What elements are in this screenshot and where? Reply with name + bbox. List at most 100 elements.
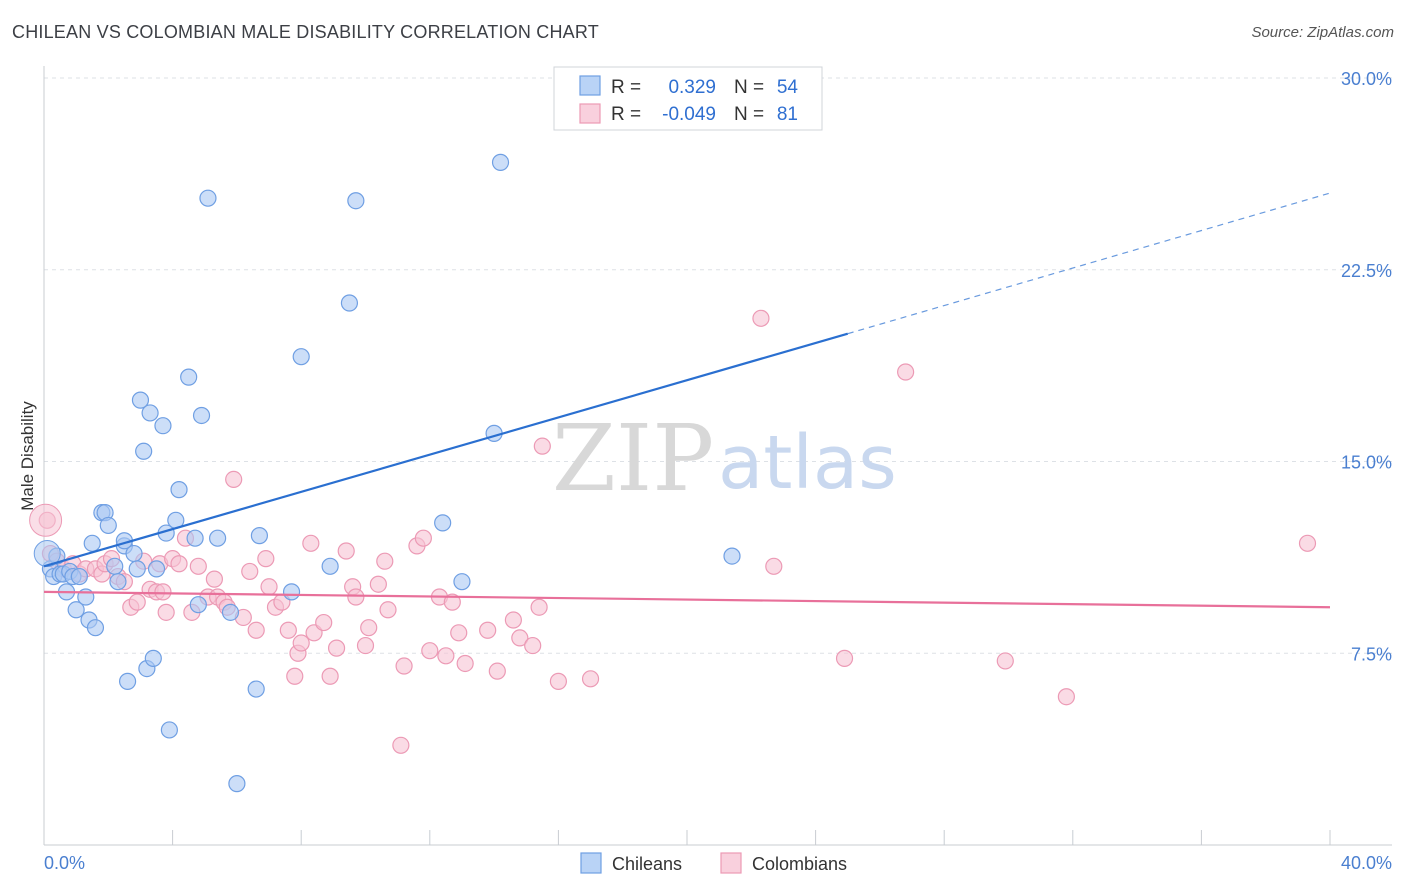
axes xyxy=(43,66,1392,846)
chileans-point-large xyxy=(33,540,61,568)
chileans-point xyxy=(131,391,150,409)
colombians-point xyxy=(549,672,568,690)
chileans-point xyxy=(109,573,127,591)
colombians-point xyxy=(488,662,506,680)
colombians-trend-line xyxy=(43,590,1331,609)
x-tick-label-max: 40.0% xyxy=(1341,853,1392,873)
watermark-atlas: atlas xyxy=(718,420,897,506)
colombians-point xyxy=(450,624,468,642)
y-tick-labels: 7.5% 15.0% 22.5% 30.0% xyxy=(1341,69,1392,664)
grid-lines xyxy=(44,77,1392,654)
legend-swatch-colombians xyxy=(579,103,601,124)
colombians-point xyxy=(395,657,413,675)
colombians-point xyxy=(835,649,854,667)
chileans-point xyxy=(189,596,207,614)
chileans-point xyxy=(128,560,146,578)
legend-r-value-2: -0.049 xyxy=(662,104,716,125)
chileans-point xyxy=(70,567,88,586)
chileans-point xyxy=(292,348,310,366)
colombians-point xyxy=(1298,534,1317,552)
chileans-point xyxy=(250,527,269,545)
chileans-point xyxy=(247,680,265,698)
colombians-point xyxy=(205,570,223,588)
chileans-point xyxy=(154,417,172,435)
colombians-point xyxy=(360,619,378,637)
colombians-point xyxy=(752,309,770,327)
colombians-point xyxy=(315,613,333,632)
colombians-point xyxy=(379,601,397,619)
chileans-point xyxy=(228,775,246,793)
y-tick-label: 22.5% xyxy=(1341,261,1392,281)
colombians-point xyxy=(421,642,439,660)
colombians-point xyxy=(356,636,375,655)
source-label: Source: ZipAtlas.com xyxy=(1251,24,1394,41)
chileans-point xyxy=(186,529,204,547)
chileans-point xyxy=(434,514,452,532)
series-legend-label-colombians: Colombians xyxy=(752,854,847,874)
colombians-point xyxy=(170,555,188,573)
series-legend-swatch-colombians xyxy=(720,852,742,874)
colombians-point xyxy=(443,593,461,611)
chileans-point xyxy=(209,529,227,547)
chileans-point xyxy=(347,192,365,210)
colombians-point xyxy=(524,636,542,655)
colombians-point xyxy=(479,621,497,639)
series-legend-label-chileans: Chileans xyxy=(612,854,682,874)
y-tick-label: 7.5% xyxy=(1351,644,1392,664)
colombians-point xyxy=(128,593,146,611)
series-legend-swatch-chileans xyxy=(580,852,602,874)
colombians-point xyxy=(286,667,304,685)
colombians-point xyxy=(302,534,320,552)
trend-lines xyxy=(43,192,1331,609)
colombians-point xyxy=(456,654,474,673)
legend-r-value-1: 0.329 xyxy=(668,77,716,98)
y-tick-label: 15.0% xyxy=(1341,453,1392,473)
legend-n-label-2: N = xyxy=(734,104,764,125)
chart-title: CHILEAN VS COLOMBIAN MALE DISABILITY COR… xyxy=(12,22,599,42)
colombians-point xyxy=(292,634,310,652)
colombians-point xyxy=(369,575,387,593)
chileans-point xyxy=(221,603,240,621)
colombians-point xyxy=(376,552,394,570)
y-axis-title: Male Disability xyxy=(18,401,37,511)
colombians-point xyxy=(327,639,346,657)
colombians-point xyxy=(765,557,783,575)
colombians-point xyxy=(511,629,529,647)
watermark: ZIP atlas xyxy=(552,405,897,512)
chileans-point xyxy=(160,721,178,739)
colombians-point xyxy=(189,557,207,575)
colombians-point xyxy=(437,647,455,665)
colombians-point xyxy=(260,578,278,596)
chileans-point xyxy=(192,406,211,425)
chileans-point xyxy=(321,557,339,575)
chileans-point xyxy=(180,368,198,386)
colombians-point xyxy=(504,611,522,629)
legend-r-label-1: R = xyxy=(611,77,641,98)
chileans-point xyxy=(99,516,117,535)
chileans-point xyxy=(282,583,301,601)
chileans-point xyxy=(147,560,166,578)
colombians-point xyxy=(530,598,548,616)
legend-n-value-2: 81 xyxy=(777,104,798,125)
chileans-point xyxy=(106,557,124,575)
colombians-point xyxy=(157,603,175,621)
chileans-point xyxy=(86,619,105,637)
chileans-point xyxy=(170,481,188,499)
colombians-point xyxy=(257,550,275,568)
x-tick-label-min: 0.0% xyxy=(44,853,85,873)
chileans-point xyxy=(118,672,137,690)
legend-swatch-chileans xyxy=(579,75,601,96)
colombians-point xyxy=(337,542,355,560)
colombians-point xyxy=(1057,688,1075,706)
colombians-point xyxy=(321,667,339,685)
chileans-point xyxy=(135,442,153,460)
colombians-point xyxy=(347,588,365,606)
chileans-point xyxy=(141,404,159,422)
legend-r-label-2: R = xyxy=(611,104,641,125)
chileans-trend-line xyxy=(43,332,849,568)
y-tick-label: 30.0% xyxy=(1341,69,1392,89)
colombians-point xyxy=(241,562,259,581)
chileans-point xyxy=(83,534,101,552)
chileans-point xyxy=(491,153,510,171)
